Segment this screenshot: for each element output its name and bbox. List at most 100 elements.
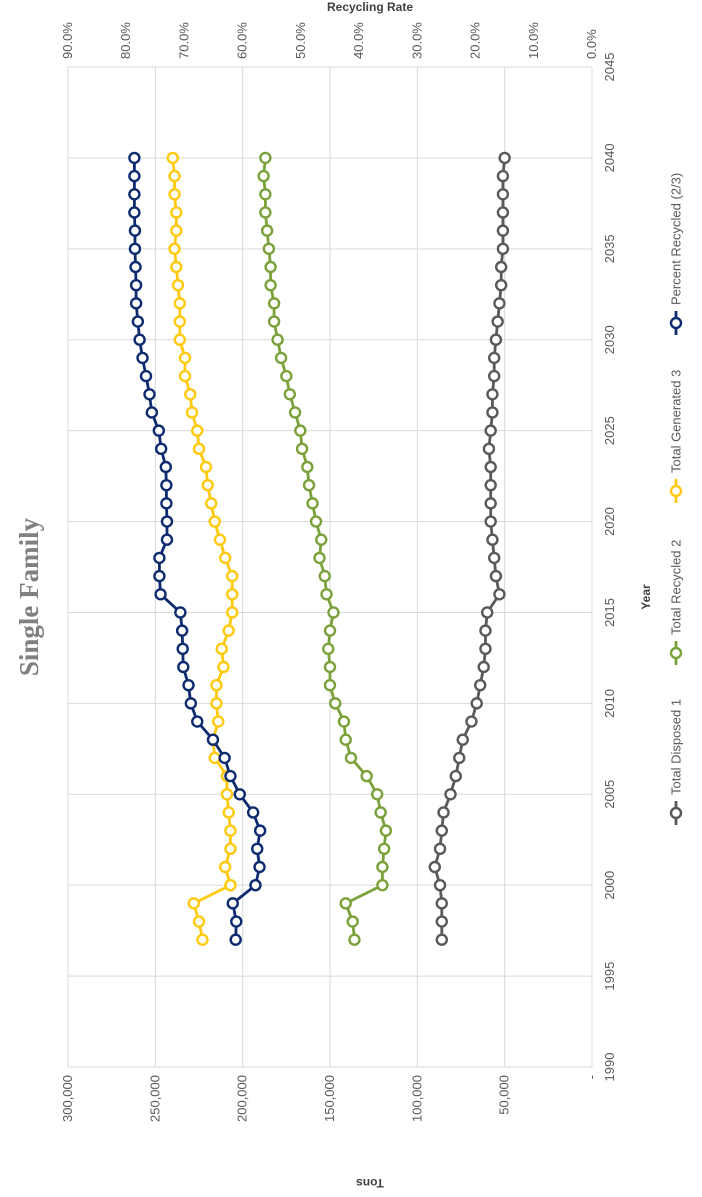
data-point [168,242,181,256]
data-point [224,842,237,856]
data-point [496,242,510,256]
x-tick-label: 2005 [602,780,617,809]
data-point [154,442,168,456]
data-point [470,697,483,710]
data-point [225,569,239,583]
y-tick-label: 250,000 [147,1075,162,1122]
y-tick-label: 200,000 [235,1075,250,1122]
data-point [224,824,237,837]
data-point [498,151,511,165]
legend-label: Total Generated 3 [669,370,684,473]
data-point [496,206,510,219]
x-axis-title: Year [639,584,653,610]
data-point [229,933,242,946]
data-point [259,206,272,219]
data-point [136,351,149,365]
data-point [182,678,195,692]
series-1 [428,151,511,946]
data-point [153,551,166,565]
x-tick-label: 2010 [602,689,617,718]
data-point [222,806,235,819]
x-tick-label: 2040 [602,143,617,172]
data-point [474,678,487,692]
data-point [337,715,351,728]
data-point [479,624,492,637]
data-point [323,660,337,674]
data-point [226,897,239,910]
data-point [435,933,448,946]
y-tick-label: 300,000 [60,1075,75,1122]
data-point [348,933,361,946]
data-point [449,769,462,783]
chart-title: Single Family [14,517,44,676]
data-point [210,697,223,710]
data-point [128,242,142,256]
data-point [306,497,319,510]
x-tick-label: 2045 [602,53,617,82]
data-point [346,915,359,928]
data-point [318,569,331,583]
data-point [484,497,497,510]
data-point [494,278,508,292]
data-point [129,278,143,292]
data-point [339,897,352,910]
data-point [339,733,352,746]
data-point [433,878,447,892]
data-point [444,788,457,801]
data-point [313,551,326,565]
x-tick-label: 1990 [602,1053,617,1082]
data-point [477,660,490,674]
data-point [171,278,185,292]
y2-tick-label: 20.0% [468,22,483,59]
data-point [215,642,228,656]
data-point [496,188,510,201]
data-point [213,533,227,546]
data-point [205,497,218,510]
y2-tick-label: 0.0% [584,29,599,59]
data-point [192,915,206,928]
legend-item: Total Recycled 2 [669,540,684,665]
data-point [484,478,497,492]
y2-axis-title: Recycling Rate [327,0,413,14]
data-point [435,824,448,837]
y2-tick-label: 80.0% [118,22,133,59]
data-point [496,169,510,183]
legend-swatch-marker [669,806,683,820]
data-point [218,551,232,565]
data-point [133,333,146,346]
data-point [482,442,496,456]
data-point [264,260,277,274]
legend-label: Percent Recycled (2/3) [669,173,684,305]
data-point [208,751,221,765]
y2-tick-label: 50.0% [293,22,308,59]
data-point [129,297,143,310]
data-point [128,206,141,219]
data-point [160,497,173,510]
data-point [131,315,145,328]
y2-tick-label: 30.0% [409,22,424,59]
data-point [323,624,337,637]
data-point [218,751,231,765]
data-point [174,606,187,619]
data-point [249,878,262,892]
data-point [153,569,166,583]
data-point [302,478,316,492]
data-point [484,515,497,528]
x-tick-label: 2020 [602,507,617,536]
data-point [288,406,302,419]
data-point [160,515,174,528]
data-point [168,188,181,201]
data-point [487,551,501,565]
data-point [329,697,342,710]
legend-label: Total Disposed 1 [669,699,684,795]
data-point [129,260,142,274]
data-point [222,624,235,637]
data-point [128,169,141,183]
data-point [218,860,232,874]
data-point [246,806,260,819]
data-point [257,169,270,183]
legend-item: Total Generated 3 [669,370,684,503]
data-point [152,424,166,437]
data-point [170,224,183,237]
